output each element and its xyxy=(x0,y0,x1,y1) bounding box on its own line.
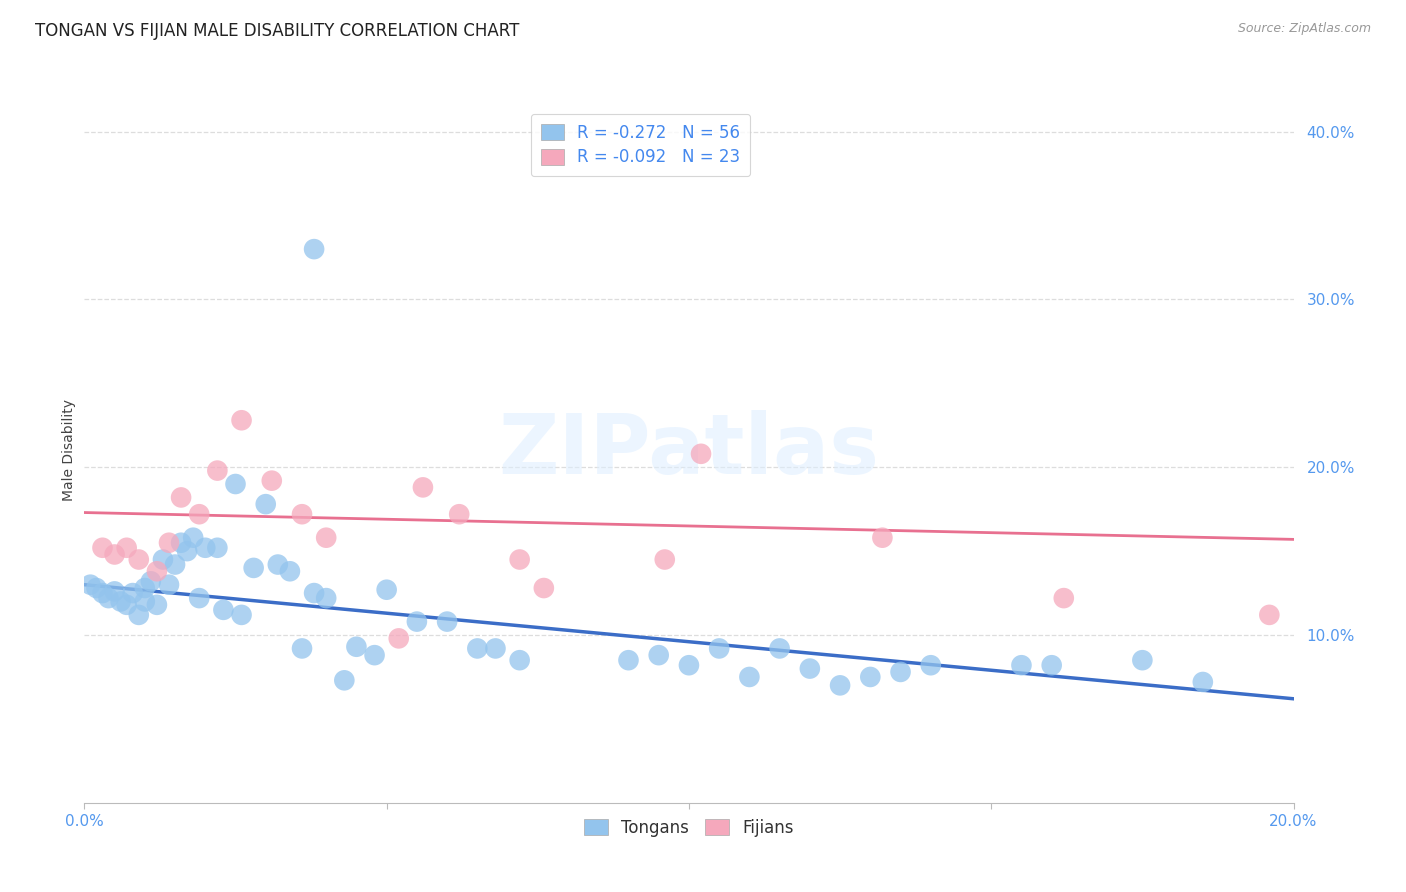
Point xyxy=(1040,658,1063,673)
Point xyxy=(231,607,253,622)
Point xyxy=(128,552,150,566)
Point xyxy=(769,641,792,656)
Point xyxy=(91,541,114,555)
Point xyxy=(467,641,489,656)
Point xyxy=(110,594,132,608)
Point xyxy=(302,586,325,600)
Point xyxy=(291,507,314,521)
Point xyxy=(146,598,169,612)
Point xyxy=(115,541,138,555)
Point xyxy=(121,586,143,600)
Point xyxy=(97,591,120,606)
Point xyxy=(188,507,211,521)
Point xyxy=(363,648,385,662)
Text: Source: ZipAtlas.com: Source: ZipAtlas.com xyxy=(1237,22,1371,36)
Point xyxy=(799,662,821,676)
Point xyxy=(157,577,180,591)
Point xyxy=(738,670,761,684)
Point xyxy=(436,615,458,629)
Point xyxy=(242,561,264,575)
Point xyxy=(194,541,217,555)
Point xyxy=(406,615,429,629)
Point xyxy=(509,653,531,667)
Point xyxy=(278,564,301,578)
Point xyxy=(449,507,471,521)
Point xyxy=(412,480,434,494)
Point xyxy=(165,558,187,572)
Point xyxy=(176,544,198,558)
Point xyxy=(152,552,174,566)
Point xyxy=(157,535,180,549)
Point xyxy=(212,603,235,617)
Point xyxy=(375,582,398,597)
Point xyxy=(146,564,169,578)
Point xyxy=(86,581,108,595)
Point xyxy=(346,640,368,654)
Point xyxy=(254,497,277,511)
Point xyxy=(79,577,101,591)
Point xyxy=(690,447,713,461)
Point xyxy=(181,531,204,545)
Point xyxy=(1011,658,1033,673)
Point xyxy=(315,591,337,606)
Text: TONGAN VS FIJIAN MALE DISABILITY CORRELATION CHART: TONGAN VS FIJIAN MALE DISABILITY CORRELA… xyxy=(35,22,520,40)
Point xyxy=(267,558,290,572)
Point xyxy=(920,658,942,673)
Point xyxy=(830,678,852,692)
Point xyxy=(315,531,337,545)
Y-axis label: Male Disability: Male Disability xyxy=(62,400,76,501)
Point xyxy=(115,598,138,612)
Point xyxy=(225,477,247,491)
Point xyxy=(1053,591,1076,606)
Point xyxy=(260,474,283,488)
Point xyxy=(134,594,156,608)
Point xyxy=(654,552,676,566)
Point xyxy=(709,641,731,656)
Point xyxy=(291,641,314,656)
Point xyxy=(91,586,114,600)
Point xyxy=(859,670,882,684)
Point xyxy=(890,665,912,679)
Point xyxy=(872,531,894,545)
Point xyxy=(388,632,411,646)
Point xyxy=(484,641,506,656)
Point xyxy=(678,658,700,673)
Point xyxy=(188,591,211,606)
Point xyxy=(139,574,162,589)
Point xyxy=(231,413,253,427)
Text: ZIPatlas: ZIPatlas xyxy=(499,410,879,491)
Point xyxy=(333,673,356,688)
Point xyxy=(170,491,193,505)
Point xyxy=(104,548,127,562)
Point xyxy=(1130,653,1153,667)
Point xyxy=(509,552,531,566)
Point xyxy=(1258,607,1281,622)
Point xyxy=(648,648,671,662)
Point xyxy=(302,242,325,256)
Point xyxy=(207,541,229,555)
Point xyxy=(104,584,127,599)
Point xyxy=(617,653,640,667)
Point xyxy=(1192,675,1215,690)
Point xyxy=(533,581,555,595)
Point xyxy=(207,464,229,478)
Point xyxy=(134,581,156,595)
Point xyxy=(128,607,150,622)
Legend: Tongans, Fijians: Tongans, Fijians xyxy=(578,813,800,844)
Point xyxy=(170,535,193,549)
